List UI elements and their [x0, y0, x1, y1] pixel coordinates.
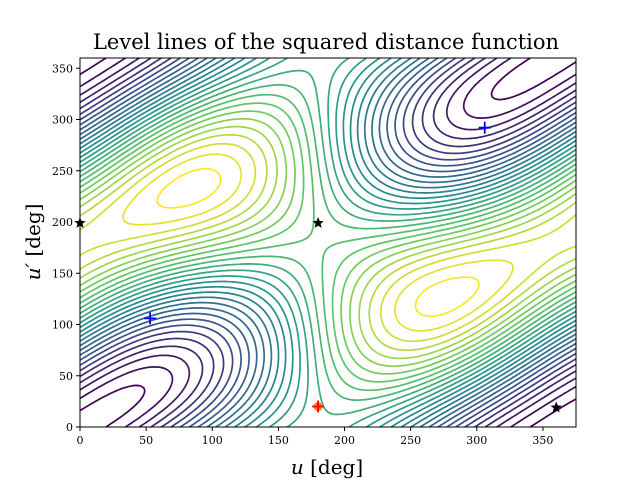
- y-axis-ticks: 0 50 100 150 200 250 300 350: [52, 62, 80, 434]
- x-tick-label: 350: [532, 434, 553, 447]
- contour-level: [80, 142, 576, 343]
- x-tick-label: 100: [202, 434, 223, 447]
- y-tick-label: 50: [59, 370, 73, 383]
- saddle-star-marker: [550, 401, 562, 413]
- x-tick-label: 0: [77, 434, 84, 447]
- y-axis-unit: [deg]: [21, 204, 45, 263]
- contour-level: [122, 153, 514, 332]
- contour-level: [80, 110, 576, 375]
- contour-level: [80, 69, 576, 416]
- y-tick-label: 0: [66, 421, 73, 434]
- contour-level: [80, 58, 576, 427]
- x-tick-label: 300: [466, 434, 487, 447]
- contour-level: [80, 58, 576, 427]
- y-tick-label: 300: [52, 114, 73, 127]
- contour-level: [80, 117, 576, 368]
- contour-level: [80, 58, 576, 427]
- contour-level: [80, 93, 576, 392]
- contour-level: [80, 58, 576, 427]
- minimum-plus-marker: [478, 121, 491, 134]
- x-axis-label: u [deg]: [291, 455, 363, 479]
- y-tick-label: 150: [52, 267, 73, 280]
- contour-level: [80, 58, 576, 427]
- contour-level: [80, 58, 576, 427]
- contour-level: [80, 58, 576, 427]
- x-tick-label: 250: [400, 434, 421, 447]
- contour-level: [80, 58, 576, 427]
- x-tick-label: 50: [139, 434, 153, 447]
- contour-level: [80, 58, 576, 427]
- y-tick-label: 200: [52, 216, 73, 229]
- plot-frame: [79, 57, 577, 428]
- contour-level: [80, 58, 576, 427]
- x-axis-variable: u: [291, 455, 304, 479]
- contour-level: [80, 58, 576, 427]
- contour-level: [80, 58, 576, 427]
- contour-level: [80, 84, 576, 401]
- contour-level: [80, 58, 576, 427]
- x-axis-ticks: 0 50 100 150 200 250 300 350: [77, 427, 553, 447]
- contour-level: [80, 58, 576, 427]
- maximum-plus-marker: [312, 400, 325, 413]
- contour-level: [80, 133, 576, 352]
- contour-level: [80, 125, 576, 360]
- y-axis-label: u′ [deg]: [21, 204, 45, 281]
- chart-title: Level lines of the squared distance func…: [93, 30, 559, 54]
- y-tick-label: 250: [52, 165, 73, 178]
- contour-level: [80, 102, 576, 383]
- contour-level: [80, 58, 576, 427]
- y-tick-label: 100: [52, 319, 73, 332]
- contour-level: [156, 167, 480, 318]
- y-axis-variable: u′: [21, 263, 45, 281]
- contour-level: [80, 58, 576, 427]
- x-tick-label: 200: [334, 434, 355, 447]
- contour-level: [80, 58, 576, 427]
- x-axis-unit: [deg]: [304, 455, 363, 479]
- minimum-plus-marker: [144, 312, 157, 325]
- x-tick-label: 150: [268, 434, 289, 447]
- contour-lines: [80, 58, 576, 427]
- saddle-star-marker: [312, 217, 324, 228]
- y-tick-label: 350: [52, 62, 73, 75]
